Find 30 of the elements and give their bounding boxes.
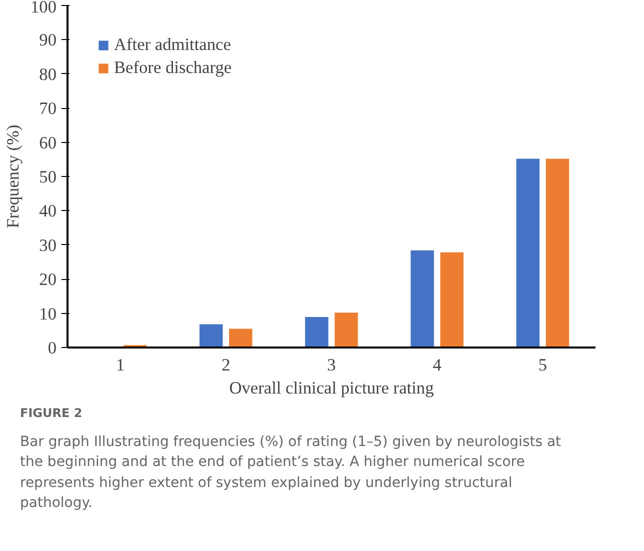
y-tick-label: 50: [39, 168, 56, 186]
caption: FIGURE 2: [20, 405, 82, 422]
x-axis-title: Overall clinical picture rating: [229, 378, 434, 398]
bar: [546, 158, 570, 348]
y-tick-label: 70: [39, 99, 56, 118]
bar: [229, 328, 252, 348]
bar: [334, 312, 358, 348]
y-tick-label: 100: [30, 0, 57, 16]
bar: [516, 158, 540, 348]
bar: [410, 250, 434, 348]
bar: [305, 317, 328, 348]
text: Bar graph Illustrating frequencies (%) of rating (1–5) given by neurologists at the beginning and at the end of patient’s stay. A higher numerical score represents higher extent of system explained by underlying structural pathology.: [20, 433, 562, 514]
bar: [200, 324, 223, 348]
x-tick-label: 2: [222, 356, 230, 374]
y-tick-label: 0: [48, 338, 57, 358]
y-tick-label: 20: [39, 270, 56, 290]
x-tick-label: 1: [116, 356, 125, 374]
y-tick-label: 80: [39, 64, 56, 84]
y-tick-label: 10: [39, 304, 56, 324]
y-tick-label: 40: [39, 202, 56, 221]
y-axis-title: Frequency (%): [4, 124, 23, 228]
bar: [440, 252, 464, 348]
legend-label: Before discharge: [114, 58, 232, 78]
y-tick-label: 60: [39, 133, 56, 152]
legend-label: After admittance: [114, 35, 231, 55]
y-tick-label: 30: [39, 236, 56, 255]
y-tick-label: 90: [39, 30, 56, 50]
x-tick-label: 4: [432, 356, 442, 374]
x-tick-label: 3: [327, 356, 336, 374]
x-tick-label: 5: [538, 356, 548, 374]
